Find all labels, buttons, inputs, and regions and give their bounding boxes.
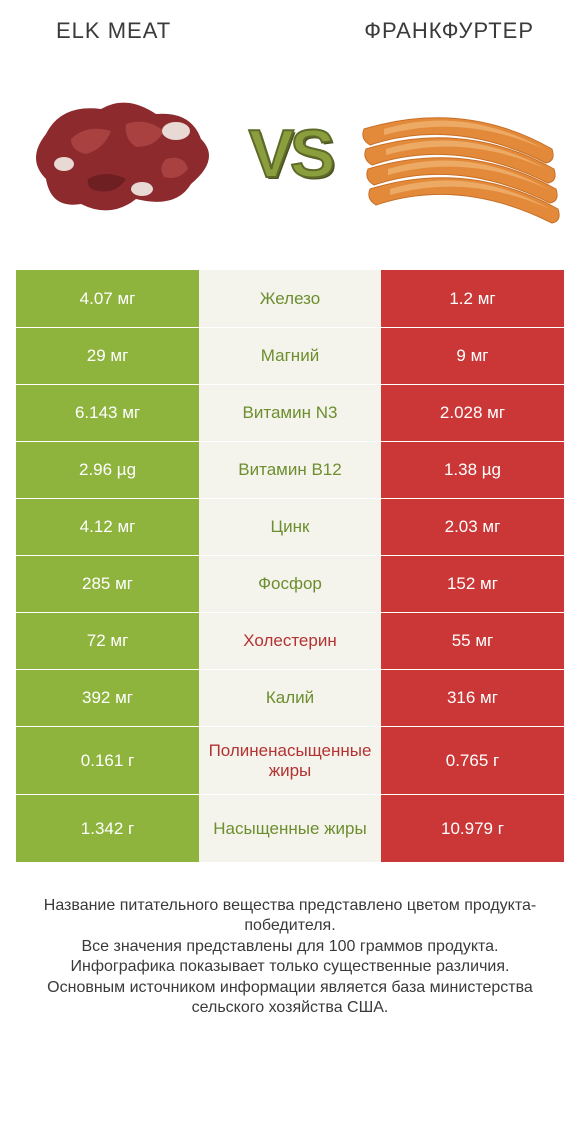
elk-meat-image: [16, 69, 236, 239]
table-row: 0.161 гПолиненасыщенные жиры0.765 г: [16, 726, 564, 794]
left-value: 1.342 г: [16, 795, 199, 862]
right-value: 1.38 µg: [381, 442, 564, 498]
right-value: 0.765 г: [381, 727, 564, 794]
nutrient-label: Цинк: [199, 499, 381, 555]
nutrient-label: Холестерин: [199, 613, 381, 669]
left-value: 29 мг: [16, 328, 199, 384]
right-value: 152 мг: [381, 556, 564, 612]
nutrient-label: Насыщенные жиры: [199, 795, 381, 862]
left-value: 285 мг: [16, 556, 199, 612]
nutrient-label: Калий: [199, 670, 381, 726]
left-value: 4.07 мг: [16, 270, 199, 327]
table-row: 2.96 µgВитамин B121.38 µg: [16, 441, 564, 498]
table-row: 4.07 мгЖелезо1.2 мг: [16, 270, 564, 327]
nutrient-label: Витамин N3: [199, 385, 381, 441]
right-value: 55 мг: [381, 613, 564, 669]
table-row: 285 мгФосфор152 мг: [16, 555, 564, 612]
table-row: 72 мгХолестерин55 мг: [16, 612, 564, 669]
footer-notes: Название питательного вещества представл…: [16, 862, 564, 1019]
left-title: ELK MEAT: [56, 18, 171, 44]
images-row: VS: [16, 54, 564, 254]
left-value: 72 мг: [16, 613, 199, 669]
right-value: 9 мг: [381, 328, 564, 384]
vs-badge: VS: [249, 115, 332, 193]
nutrient-label: Витамин B12: [199, 442, 381, 498]
nutrient-label: Железо: [199, 270, 381, 327]
right-value: 2.028 мг: [381, 385, 564, 441]
table-row: 4.12 мгЦинк2.03 мг: [16, 498, 564, 555]
frankfurter-image: [344, 69, 564, 239]
nutrient-label: Фосфор: [199, 556, 381, 612]
table-row: 6.143 мгВитамин N32.028 мг: [16, 384, 564, 441]
left-value: 0.161 г: [16, 727, 199, 794]
left-value: 4.12 мг: [16, 499, 199, 555]
right-value: 316 мг: [381, 670, 564, 726]
table-row: 392 мгКалий316 мг: [16, 669, 564, 726]
right-value: 2.03 мг: [381, 499, 564, 555]
left-value: 2.96 µg: [16, 442, 199, 498]
right-title: ФРАНКФУРТЕР: [364, 18, 534, 44]
nutrient-label: Магний: [199, 328, 381, 384]
left-value: 392 мг: [16, 670, 199, 726]
right-value: 10.979 г: [381, 795, 564, 862]
left-value: 6.143 мг: [16, 385, 199, 441]
comparison-table: 4.07 мгЖелезо1.2 мг29 мгМагний9 мг6.143 …: [16, 270, 564, 862]
right-value: 1.2 мг: [381, 270, 564, 327]
table-row: 29 мгМагний9 мг: [16, 327, 564, 384]
header: ELK MEAT ФРАНКФУРТЕР: [16, 18, 564, 54]
nutrient-label: Полиненасыщенные жиры: [199, 727, 381, 794]
infographic: ELK MEAT ФРАНКФУРТЕР VS: [0, 0, 580, 1019]
table-row: 1.342 гНасыщенные жиры10.979 г: [16, 794, 564, 862]
